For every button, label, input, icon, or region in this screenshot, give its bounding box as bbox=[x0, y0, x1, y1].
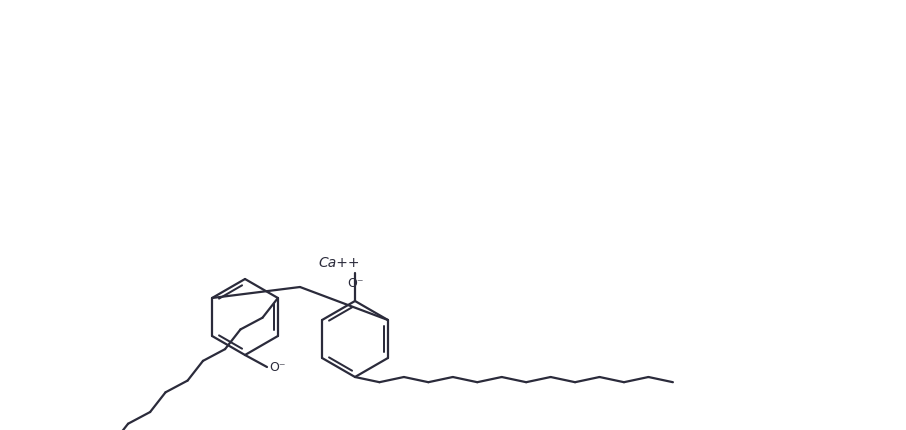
Text: O⁻: O⁻ bbox=[347, 276, 363, 289]
Text: Ca++: Ca++ bbox=[318, 255, 360, 269]
Text: O⁻: O⁻ bbox=[269, 361, 285, 374]
